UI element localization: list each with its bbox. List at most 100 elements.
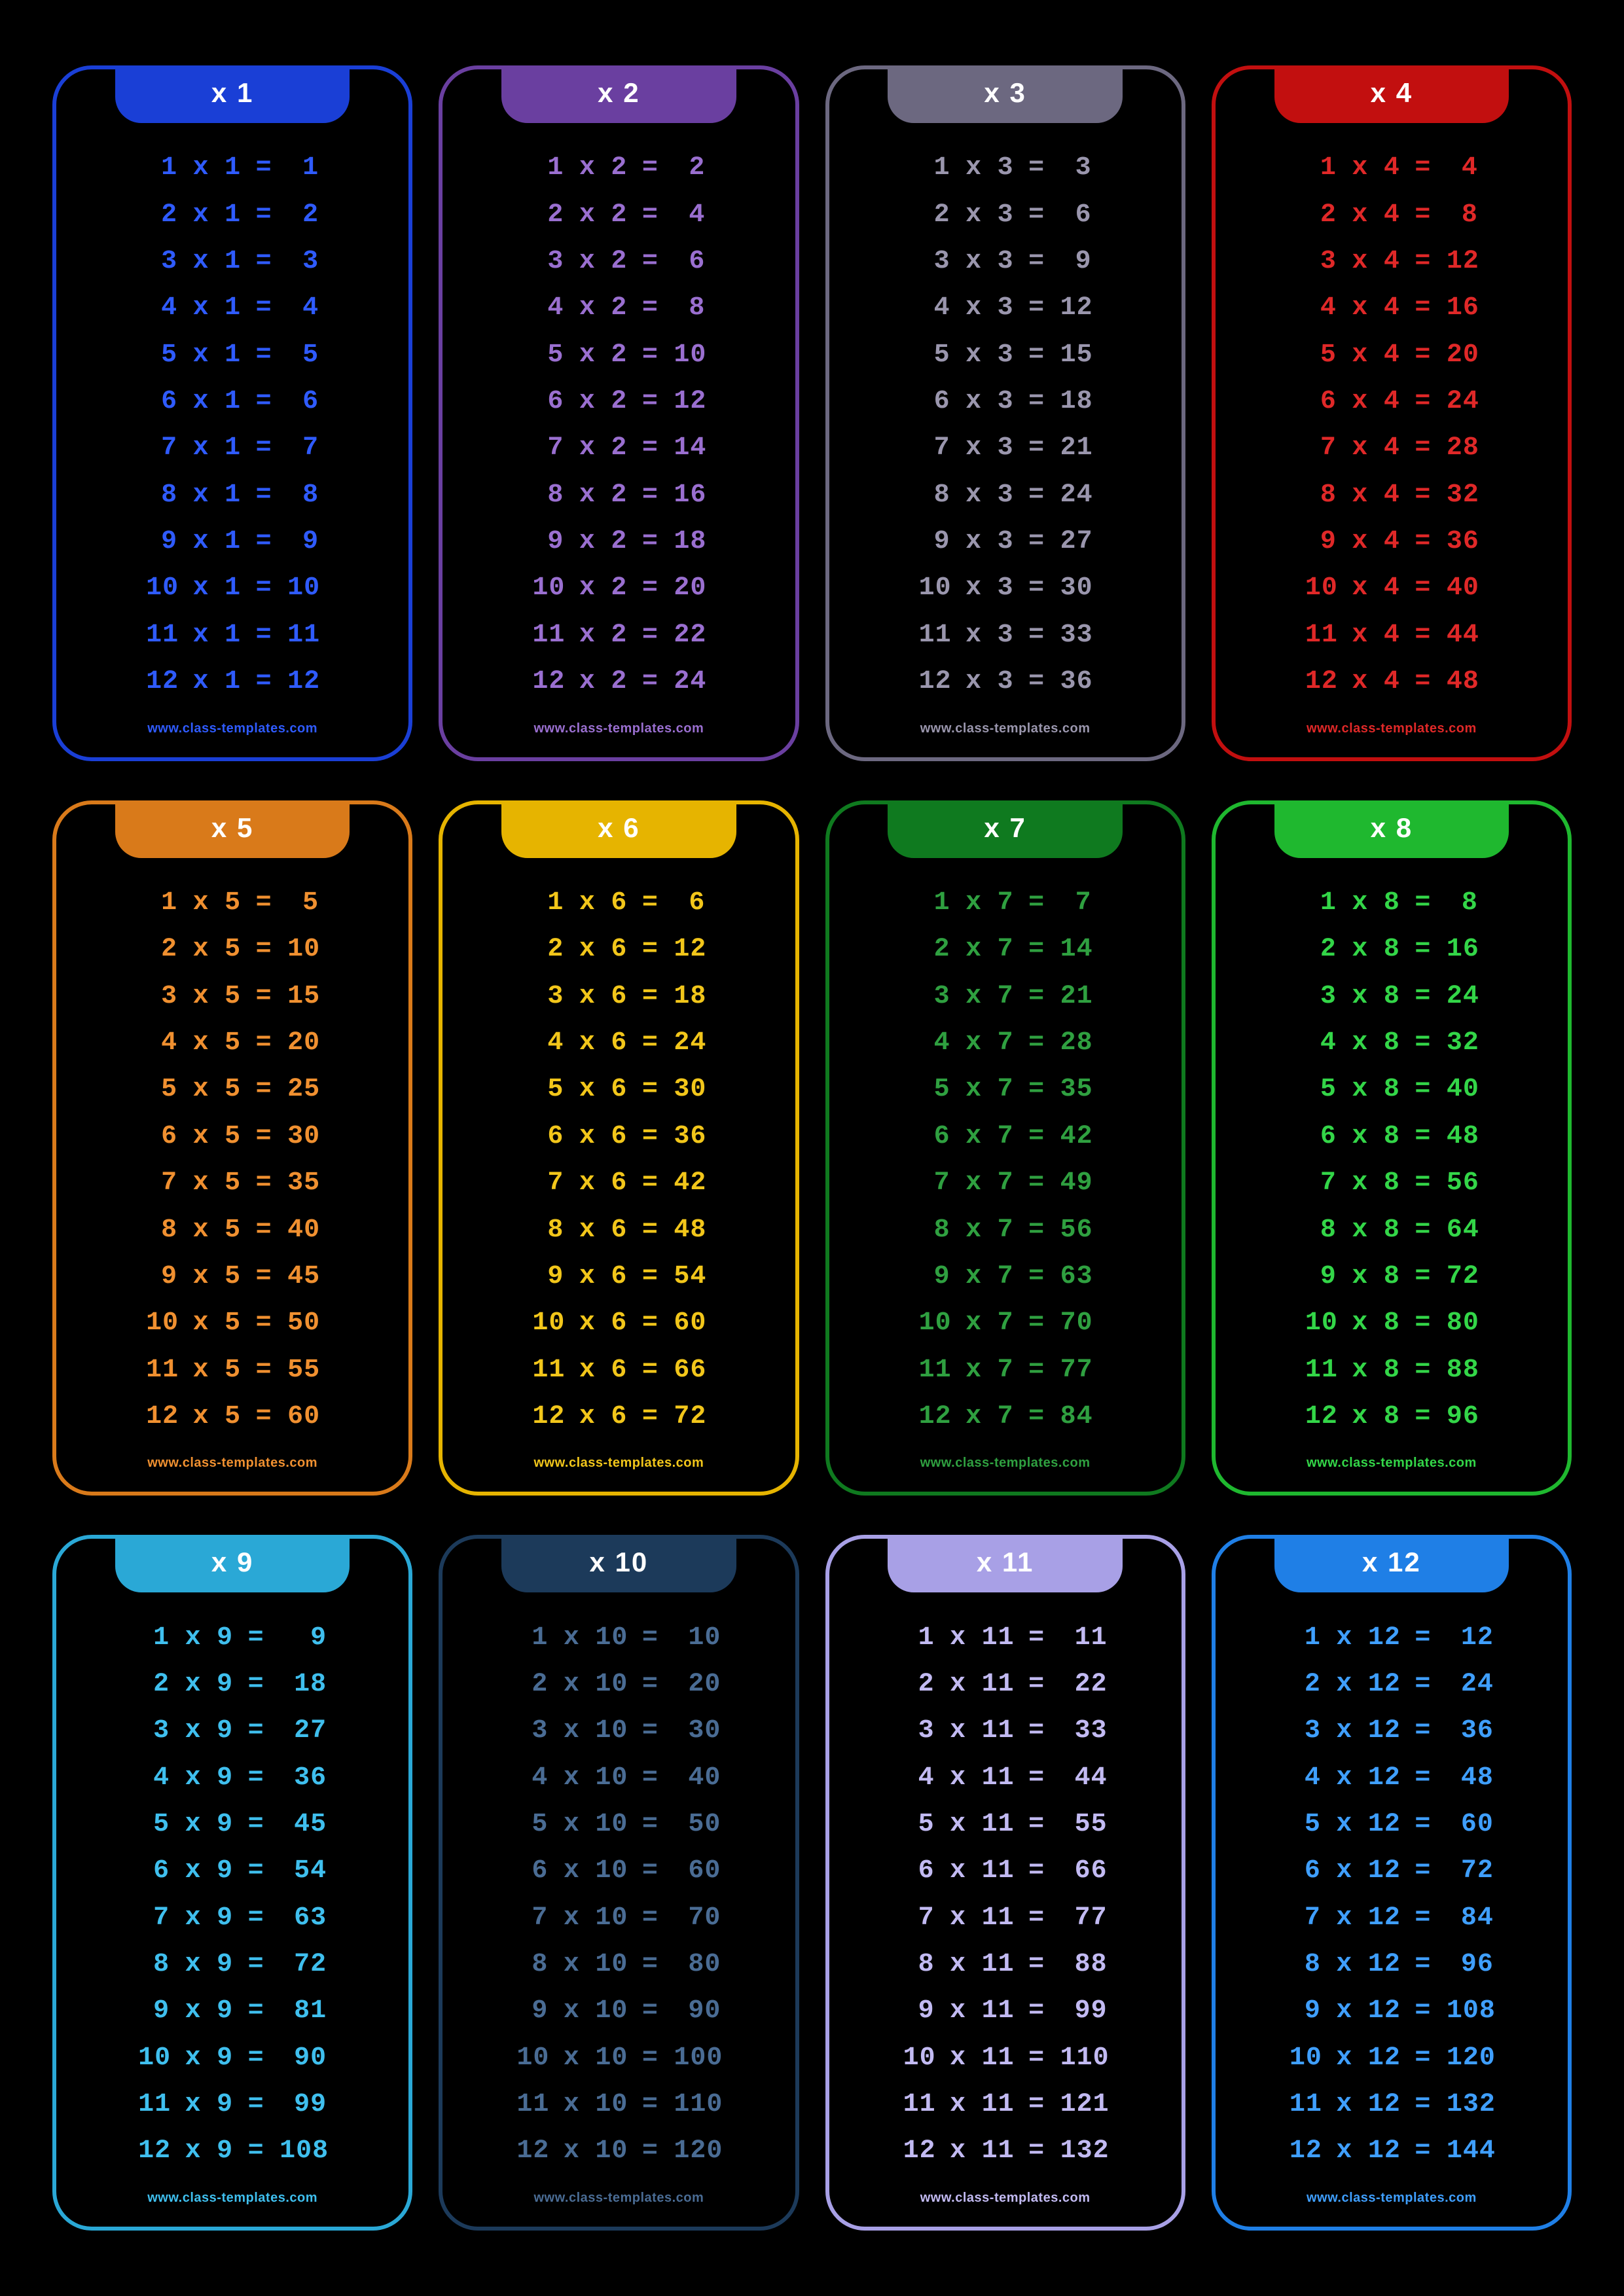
table-row: 9x4=36 xyxy=(1229,528,1555,556)
times-symbol: x xyxy=(950,621,998,650)
card-rows: 1x6=62x6=123x6=184x6=245x6=306x6=367x6=4… xyxy=(456,858,782,1456)
product: 110 xyxy=(674,2090,721,2119)
times-symbol: x xyxy=(1337,247,1384,276)
times-symbol: x xyxy=(548,1764,595,1793)
times-symbol: x xyxy=(548,1950,595,1979)
table-row: 3x5=15 xyxy=(69,982,395,1011)
multiplier: 8 xyxy=(1384,982,1399,1011)
multiplier: 1 xyxy=(225,528,240,556)
equals-symbol: = xyxy=(1399,574,1447,603)
multiplicand: 8 xyxy=(1305,1216,1337,1245)
multiplier: 6 xyxy=(611,1309,626,1338)
product: 132 xyxy=(1447,2090,1494,2119)
equals-symbol: = xyxy=(1399,247,1447,276)
multiplicand: 1 xyxy=(532,889,564,918)
multiplier: 5 xyxy=(225,1309,240,1338)
multiplier: 7 xyxy=(998,1029,1013,1058)
product: 24 xyxy=(674,1029,705,1058)
equals-symbol: = xyxy=(1399,2090,1447,2119)
times-symbol: x xyxy=(1321,2044,1368,2073)
times-symbol: x xyxy=(177,1309,225,1338)
equals-symbol: = xyxy=(240,201,287,230)
multiplier: 9 xyxy=(217,1904,232,1933)
multiplier: 12 xyxy=(1368,2090,1399,2119)
table-row: 8x4=32 xyxy=(1229,481,1555,510)
product: 20 xyxy=(674,574,705,603)
multiplier: 9 xyxy=(217,1624,232,1653)
table-row: 8x1=8 xyxy=(69,481,395,510)
multiplicand: 2 xyxy=(532,935,564,964)
multiplier: 11 xyxy=(982,1997,1013,2026)
multiplier: 11 xyxy=(982,2090,1013,2119)
product: 60 xyxy=(674,1857,721,1886)
card-rows: 1x12=122x12=243x12=364x12=485x12=606x12=… xyxy=(1229,1592,1555,2191)
multiplier: 7 xyxy=(998,1403,1013,1431)
product: 24 xyxy=(674,668,705,696)
card-rows: 1x9=92x9=183x9=274x9=365x9=456x9=547x9=6… xyxy=(69,1592,395,2191)
multiplicand: 7 xyxy=(146,434,177,463)
table-row: 10x2=20 xyxy=(456,574,782,603)
times-symbol: x xyxy=(950,294,998,323)
multiplier: 12 xyxy=(1368,2044,1399,2073)
table-row: 3x3=9 xyxy=(842,247,1168,276)
multiplier: 3 xyxy=(998,341,1013,370)
multiplicand: 6 xyxy=(919,387,950,416)
times-symbol: x xyxy=(1337,1075,1384,1104)
equals-symbol: = xyxy=(1399,1764,1447,1793)
table-row: 7x5=35 xyxy=(69,1169,395,1198)
product: 60 xyxy=(287,1403,319,1431)
product: 30 xyxy=(674,1075,705,1104)
card-rows: 1x8=82x8=163x8=244x8=325x8=406x8=487x8=5… xyxy=(1229,858,1555,1456)
times-symbol: x xyxy=(548,1624,595,1653)
times-symbol: x xyxy=(170,1764,217,1793)
multiplier: 9 xyxy=(217,1670,232,1699)
table-row: 9x5=45 xyxy=(69,1263,395,1291)
card-rows: 1x1=12x1=23x1=34x1=45x1=56x1=67x1=78x1=8… xyxy=(69,123,395,721)
times-symbol: x xyxy=(548,1670,595,1699)
card-header: x 1 xyxy=(115,65,350,123)
equals-symbol: = xyxy=(1399,982,1447,1011)
table-row: 7x2=14 xyxy=(456,434,782,463)
times-symbol: x xyxy=(1337,1356,1384,1385)
times-symbol: x xyxy=(170,1950,217,1979)
product: 144 xyxy=(1447,2137,1494,2166)
times-symbol: x xyxy=(935,1764,982,1793)
multiplicand: 8 xyxy=(1290,1950,1321,1979)
table-row: 1x4=4 xyxy=(1229,154,1555,183)
multiplicand: 10 xyxy=(138,2044,170,2073)
equals-symbol: = xyxy=(626,1075,674,1104)
times-symbol: x xyxy=(1321,1764,1368,1793)
product: 33 xyxy=(1060,621,1092,650)
multiplier: 4 xyxy=(1384,341,1399,370)
product: 63 xyxy=(1060,1263,1092,1291)
multiplier: 7 xyxy=(998,935,1013,964)
multiplier: 2 xyxy=(611,668,626,696)
product: 7 xyxy=(287,434,319,463)
product: 99 xyxy=(1060,1997,1108,2026)
multiplier: 7 xyxy=(998,1356,1013,1385)
equals-symbol: = xyxy=(1013,621,1060,650)
multiplier: 5 xyxy=(225,889,240,918)
times-table-card-8: x 81x8=82x8=163x8=244x8=325x8=406x8=487x… xyxy=(1212,800,1572,1496)
times-symbol: x xyxy=(170,2044,217,2073)
equals-symbol: = xyxy=(626,935,674,964)
multiplier: 9 xyxy=(217,1857,232,1886)
multiplicand: 6 xyxy=(903,1857,935,1886)
times-symbol: x xyxy=(950,982,998,1011)
times-table-card-10: x 101x10=102x10=203x10=304x10=405x10=506… xyxy=(439,1535,799,2231)
equals-symbol: = xyxy=(626,528,674,556)
multiplier: 7 xyxy=(998,1169,1013,1198)
times-symbol: x xyxy=(935,1670,982,1699)
multiplier: 9 xyxy=(217,1764,232,1793)
equals-symbol: = xyxy=(1013,1624,1060,1653)
product: 50 xyxy=(287,1309,319,1338)
equals-symbol: = xyxy=(1399,1169,1447,1198)
product: 15 xyxy=(287,982,319,1011)
multiplier: 8 xyxy=(1384,1309,1399,1338)
product: 42 xyxy=(1060,1122,1092,1151)
table-row: 5x2=10 xyxy=(456,341,782,370)
product: 14 xyxy=(674,434,705,463)
multiplicand: 8 xyxy=(903,1950,935,1979)
multiplicand: 5 xyxy=(532,1075,564,1104)
multiplicand: 10 xyxy=(146,574,177,603)
